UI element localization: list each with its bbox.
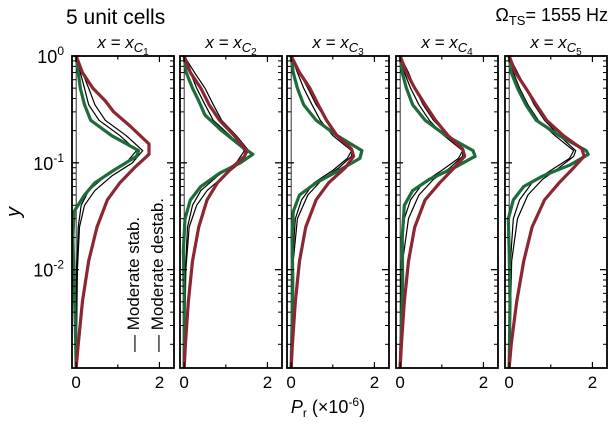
x-axis-label: Pr (×10-6) [291,395,365,420]
series-line-destab [507,56,586,368]
reference-line [399,56,464,368]
x-tick-label: 0 [504,373,513,392]
x-tick-label: 2 [479,373,488,392]
reference-line [399,56,464,368]
panel-title-sub: 2 [251,47,257,58]
series-line-stab [72,56,141,368]
panel-title-sub: 4 [467,47,473,58]
y-tick-label: 10-1 [33,151,64,174]
x-axis-label-unit-pre: (×10 [307,397,349,417]
reference-line [508,56,575,368]
y-tick-label: 100 [37,44,64,67]
x-tick-label: 0 [179,373,188,392]
legend-entry-stab: — Moderate stab. [124,217,143,352]
panel-title-main: C [134,40,144,55]
panel-title-main: C [242,40,252,55]
y-tick-label: 10-2 [33,258,64,281]
y-tick-exp: -2 [53,258,64,272]
y-tick-base: 10 [33,261,53,281]
panel-title-2: x = xC2 [204,33,257,58]
panel-title-pre: x = x [311,33,349,52]
y-tick-base: 10 [33,154,53,174]
x-tick-label: 2 [370,373,379,392]
panel-frame [504,55,608,369]
panel-title-3: x = xC3 [311,33,364,58]
panel-title-main: C [458,40,468,55]
reference-line [183,56,246,368]
reference-line [290,56,353,368]
panel-title-pre: x = x [529,33,567,52]
omega-label: ΩTS= 1555 Hz [495,5,608,28]
y-tick-exp: -1 [53,151,64,165]
y-tick-exp: 0 [57,44,64,58]
y-tick-base: 10 [37,47,57,67]
x-axis-label-unit-post: ) [359,397,365,417]
panel-title-5: x = xC5 [529,33,582,58]
panel-frame [71,55,175,369]
reference-line [75,56,138,368]
series-line-destab [289,56,356,368]
panel-title-4: x = xC4 [420,33,473,58]
series-line-stab [289,56,364,368]
legend-entry-destab: — Moderate destab. [148,198,167,352]
reference-line [508,56,577,368]
omega-symbol: Ω [495,5,508,25]
panel-title-pre: x = x [204,33,242,52]
x-axis-label-unit-exp: -6 [348,395,359,409]
x-tick-label: 0 [71,373,80,392]
series-line-stab [398,56,477,368]
panel-title-sub: 3 [358,47,364,58]
x-tick-label: 2 [588,373,597,392]
reference-line [290,56,353,368]
legend: — Moderate stab. — Moderate destab. [124,198,167,352]
omega-subscript: TS [509,13,526,28]
panel-title-pre: x = x [420,33,458,52]
panel-frame [179,55,283,369]
y-axis-label: y [3,206,25,219]
series-line-destab [182,56,249,368]
panel-title-pre: x = x [96,33,134,52]
x-tick-label: 2 [263,373,272,392]
panel-title-1: x = xC1 [96,33,149,58]
panel-title-sub: 5 [576,47,582,58]
panel-title-main: C [349,40,359,55]
panel-title-sub: 1 [143,47,149,58]
x-axis-label-sub: r [303,406,307,420]
x-tick-label: 0 [395,373,404,392]
omega-value: = 1555 Hz [525,5,608,25]
series-line-destab [74,56,151,368]
panel-frame [286,55,390,369]
x-tick-label: 0 [286,373,295,392]
panel-frame [395,55,499,369]
chart-header-label: 5 unit cells [66,6,165,29]
series-line-stab [181,56,255,368]
series-line-destab [398,56,467,368]
panel-title-main: C [567,40,577,55]
reference-line [183,56,250,368]
x-tick-label: 2 [155,373,164,392]
x-axis-label-main: P [291,397,303,417]
